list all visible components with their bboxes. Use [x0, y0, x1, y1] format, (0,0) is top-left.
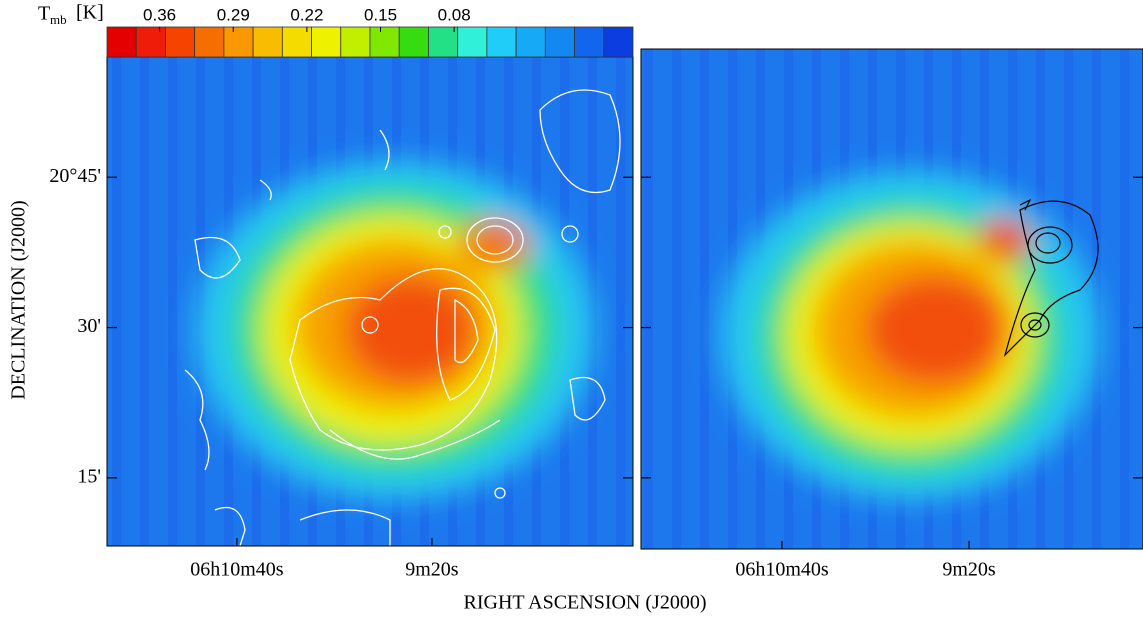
colorbar-cell	[311, 26, 342, 58]
colorbar-cell	[165, 26, 196, 58]
colorbar-cell	[194, 26, 225, 58]
colorbar-cell	[106, 26, 137, 58]
colorbar-cell	[603, 26, 634, 58]
colorbar-cell	[369, 26, 400, 58]
colorbar-tick-label: 0.36	[143, 5, 176, 24]
colorbar-cell	[574, 26, 605, 58]
map-left	[107, 57, 633, 546]
colorbar-cell	[398, 26, 429, 58]
colorbar-cell	[544, 26, 575, 58]
frame	[640, 48, 1143, 550]
x-tick-label: 9m20s	[405, 559, 459, 581]
map-right	[641, 49, 1143, 549]
colorbar-tick-label: 0.08	[438, 5, 471, 24]
y-tick-label: 20°45'	[49, 165, 101, 187]
colorbar-tick-label: 0.22	[290, 5, 323, 24]
x-tick-label: 06h10m40s	[735, 559, 829, 581]
colorbar-cell	[252, 26, 283, 58]
colorbar-symbol: T	[38, 3, 50, 25]
colorbar-cell	[340, 26, 371, 58]
colorbar-cell	[135, 26, 166, 58]
colorbar-tick-label: 0.29	[217, 5, 250, 24]
x-axis-label: RIGHT ASCENSION (J2000)	[464, 592, 707, 614]
colorbar-cell	[223, 26, 254, 58]
colorbar-subscript: mb	[50, 12, 67, 27]
x-tick-label: 9m20s	[942, 559, 996, 581]
y-tick-label: 30'	[77, 315, 101, 337]
y-tick-label: 15'	[77, 465, 101, 487]
colorbar-tick-label: 0.15	[364, 5, 397, 24]
colorbar-cell	[428, 26, 459, 58]
colorbar-cell	[486, 26, 517, 58]
colorbar-cell	[515, 26, 546, 58]
colorbar-cell	[457, 26, 488, 58]
y-axis-label: DECLINATION (J2000)	[8, 200, 30, 399]
colorbar-unit: [K]	[76, 2, 104, 24]
x-tick-label: 06h10m40s	[190, 559, 284, 581]
